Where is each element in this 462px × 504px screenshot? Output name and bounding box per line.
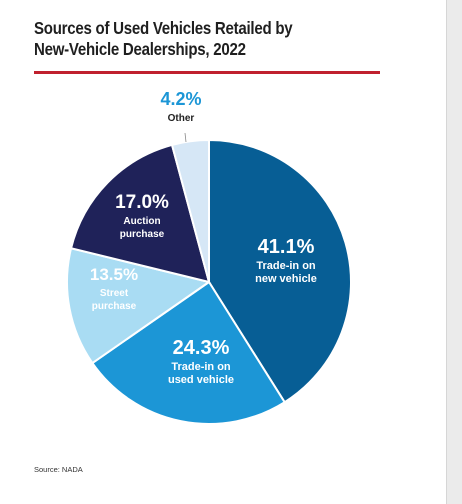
slice-category-label: Trade-in on bbox=[171, 361, 231, 373]
slice-category-label: Other bbox=[168, 113, 195, 124]
slice-category-label: new vehicle bbox=[255, 273, 317, 285]
slice-category-label: Auction bbox=[123, 216, 160, 227]
slice-percent-label: 17.0% bbox=[115, 192, 169, 213]
slice-category-label: purchase bbox=[120, 229, 165, 240]
slice-category-label: Street bbox=[100, 288, 129, 299]
slice-label-group: 17.0% Auction purchase bbox=[115, 192, 169, 240]
pie-slice bbox=[170, 139, 210, 283]
slice-percent-label: 41.1% bbox=[258, 236, 315, 258]
slice-label-group: 4.2% Other bbox=[160, 89, 201, 124]
slice-percent-label: 4.2% bbox=[160, 89, 201, 109]
pie-slice bbox=[91, 281, 286, 425]
slice-category-label: used vehicle bbox=[168, 374, 234, 386]
title-underline bbox=[34, 71, 380, 74]
pie-slice bbox=[66, 247, 210, 365]
slice-percent-label: 24.3% bbox=[173, 337, 230, 359]
slice-category-label: Trade-in on bbox=[256, 260, 316, 272]
slice-label-group: 13.5% Street purchase bbox=[90, 265, 138, 312]
chart-title-line-2: New-Vehicle Dealerships, 2022 bbox=[34, 39, 246, 59]
source-note: Source: NADA bbox=[34, 465, 83, 474]
chart-title: Sources of Used Vehicles Retailed by New… bbox=[34, 18, 344, 60]
slice-category-label: purchase bbox=[92, 301, 137, 312]
other-leader-line bbox=[184, 132, 187, 143]
chart-title-line-1: Sources of Used Vehicles Retailed by bbox=[34, 18, 293, 38]
slice-percent-label: 13.5% bbox=[90, 265, 138, 284]
pie-slice bbox=[70, 143, 210, 283]
